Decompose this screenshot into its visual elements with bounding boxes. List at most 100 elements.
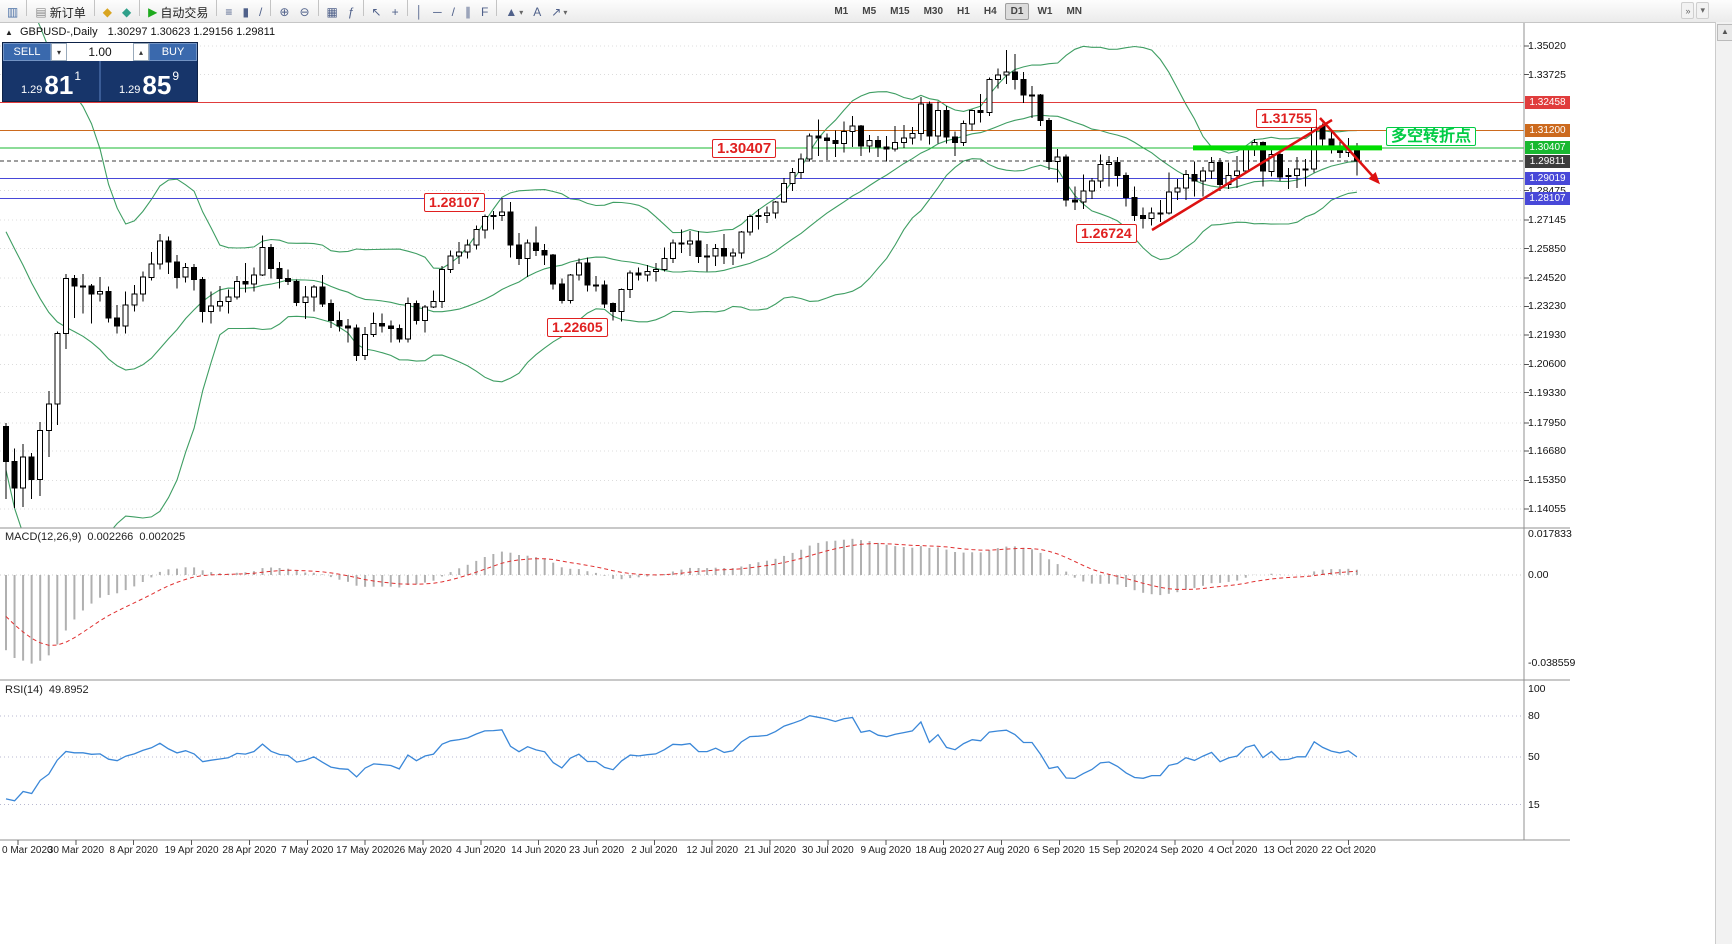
arrow-objects-icon-glyph: ↗ xyxy=(551,5,562,19)
zoom-in-icon[interactable]: ⊕ xyxy=(275,2,293,22)
vertical-line-icon-glyph: │ xyxy=(415,5,424,19)
line-chart-icon[interactable]: / xyxy=(255,2,266,22)
price-annotation: 1.30407 xyxy=(712,139,777,158)
timeframe-m15[interactable]: M15 xyxy=(890,5,910,17)
timeframe-mn[interactable]: MN xyxy=(1066,5,1082,17)
metaeditor-icon-glyph: ◆ xyxy=(102,5,112,19)
price-annotation: 1.31755 xyxy=(1256,109,1317,128)
volume-decrease-button[interactable]: ▾ xyxy=(51,43,67,61)
rsi-name: RSI(14) xyxy=(5,684,43,696)
candles-layer xyxy=(3,50,1360,508)
volume-increase-button[interactable]: ▴ xyxy=(133,43,149,61)
bar-chart-icon[interactable]: ≡ xyxy=(221,2,236,22)
rsi-label: RSI(14) 49.8952 xyxy=(5,684,95,696)
autotrading-button-label: 自动交易 xyxy=(160,5,209,20)
autotrading-glyph: ▶ xyxy=(148,5,158,19)
timeframe-h1[interactable]: H1 xyxy=(957,5,970,17)
market-watch-icon-glyph: ◆ xyxy=(121,5,132,19)
text-label-icon[interactable]: A xyxy=(529,2,545,22)
annotation-text: 1.30407 xyxy=(717,140,772,157)
crosshair-icon[interactable]: + xyxy=(388,2,403,22)
horizontal-line-icon[interactable]: ─ xyxy=(429,2,446,22)
chart-header: ▲ GBPUSD-,Daily 1.30297 1.30623 1.29156 … xyxy=(5,26,275,38)
buy-price[interactable]: 1.29 85 9 xyxy=(101,61,197,101)
vertical-scrollbar[interactable]: ▲ xyxy=(1715,22,1732,944)
cursor-icon[interactable]: ↖ xyxy=(368,2,386,22)
volume-input[interactable]: 1.00 xyxy=(67,43,133,61)
buy-button[interactable]: BUY xyxy=(149,43,197,61)
trendline-icon[interactable]: / xyxy=(448,2,459,22)
timeframe-m1[interactable]: M1 xyxy=(834,5,849,17)
sell-price-prefix: 1.29 xyxy=(20,84,43,96)
zoom-out-icon[interactable]: ⊖ xyxy=(295,2,313,22)
toolbar: ▥ ▤ 新订单 ◆ ◆ ▶ 自动交易 ≡ ▮ / ⊕ ⊖ ▦ ƒ ↖ + │ ─ / ∥ F ▲ ▾ A ↗ ▾ M1 M5 M15 M… xyxy=(0,0,1732,23)
timeframe-h4[interactable]: H4 xyxy=(983,5,997,17)
macd-label: MACD(12,26,9) 0.002266 0.002025 xyxy=(5,531,191,543)
vertical-line-icon[interactable]: │ xyxy=(412,2,428,22)
panel-toggle-icon[interactable]: ▲ xyxy=(5,28,13,37)
trendline[interactable] xyxy=(1319,117,1379,183)
sell-price-sup: 1 xyxy=(74,69,82,83)
trendline-icon-glyph: / xyxy=(451,5,455,19)
toolbar-separator xyxy=(362,0,364,16)
timeframe-toolbar: M1 M5 M15 M30 H1 H4 D1 W1 MN xyxy=(827,2,1089,20)
new-chart-icon-glyph: ▥ xyxy=(7,5,19,19)
zoom-out-icon-glyph: ⊖ xyxy=(299,5,310,19)
arrowhead xyxy=(1368,171,1381,185)
shapes-icon[interactable]: ▲ ▾ xyxy=(501,2,527,22)
tile-windows-icon-glyph: ▦ xyxy=(326,5,338,19)
buy-price-sup: 9 xyxy=(172,69,180,83)
dropdown-icon[interactable]: ▾ xyxy=(519,7,524,17)
toolbar-separator xyxy=(139,0,141,16)
turning-point-annotation: 多空转折点 xyxy=(1386,127,1477,146)
macd-pane xyxy=(0,538,1524,664)
arrow-objects-icon[interactable]: ↗ ▾ xyxy=(547,2,571,22)
toolbar-overflow-icon[interactable]: » xyxy=(1681,2,1695,19)
autotrading-button[interactable]: ▶ 自动交易 xyxy=(144,2,212,22)
fibonacci-icon[interactable]: F xyxy=(477,2,492,22)
equidistant-channel-icon[interactable]: ∥ xyxy=(461,2,475,22)
chart-title: GBPUSD-,Daily xyxy=(19,26,98,38)
price-annotation: 1.28107 xyxy=(424,193,485,212)
chart-ohlc-values: 1.30297 1.30623 1.29156 1.29811 xyxy=(107,26,276,38)
crosshair-icon-glyph: + xyxy=(391,5,399,19)
toolbar-left-group: ▥ ▤ 新订单 ◆ ◆ ▶ 自动交易 ≡ ▮ / ⊕ ⊖ ▦ ƒ ↖ + │ ─ / ∥ F ▲ ▾ A ↗ ▾ xyxy=(2,0,572,22)
toolbar-separator xyxy=(26,0,28,16)
annotation-text: 1.22605 xyxy=(552,319,603,335)
toolbar-options-icon[interactable]: ▾ xyxy=(1696,2,1709,19)
dropdown-icon[interactable]: ▾ xyxy=(563,7,568,17)
macd-signal-line xyxy=(5,542,1357,646)
timeframe-w1[interactable]: W1 xyxy=(1037,5,1053,17)
tile-windows-icon[interactable]: ▦ xyxy=(323,2,342,22)
zoom-in-icon-glyph: ⊕ xyxy=(279,5,290,19)
toolbar-right-group: » ▾ xyxy=(1680,2,1710,19)
scroll-up-icon[interactable]: ▲ xyxy=(1717,24,1732,41)
line-chart-icon-glyph: / xyxy=(259,5,263,19)
candlestick-chart-icon[interactable]: ▮ xyxy=(238,2,253,22)
toolbar-separator xyxy=(317,0,319,16)
metaeditor-icon[interactable]: ◆ xyxy=(99,2,116,22)
macd-value-1: 0.002266 xyxy=(87,531,134,543)
timeframe-m30[interactable]: M30 xyxy=(923,5,944,17)
sell-button[interactable]: SELL xyxy=(3,43,51,61)
indicators-icon-glyph: ƒ xyxy=(347,5,355,19)
sell-price[interactable]: 1.29 81 1 xyxy=(3,61,99,101)
timeframe-m5[interactable]: M5 xyxy=(862,5,877,17)
annotation-text: 多空转折点 xyxy=(1391,128,1472,145)
horizontal-line-icon-glyph: ─ xyxy=(433,5,442,19)
annotation-text: 1.28107 xyxy=(429,194,480,210)
rsi-line xyxy=(5,715,1358,802)
macd-name: MACD(12,26,9) xyxy=(5,531,82,543)
new-order-button[interactable]: ▤ 新订单 xyxy=(31,2,89,22)
timeframe-d1[interactable]: D1 xyxy=(1004,2,1030,20)
market-watch-icon[interactable]: ◆ xyxy=(118,2,135,22)
new-chart-icon[interactable]: ▥ xyxy=(3,2,22,22)
annotation-text: 1.31755 xyxy=(1261,110,1312,126)
annotation-text: 1.26724 xyxy=(1081,225,1132,241)
new-order-button-label: 新订单 xyxy=(49,5,86,20)
indicators-icon[interactable]: ƒ xyxy=(344,2,359,22)
toolbar-separator xyxy=(406,0,408,16)
trendline[interactable] xyxy=(1151,118,1333,232)
